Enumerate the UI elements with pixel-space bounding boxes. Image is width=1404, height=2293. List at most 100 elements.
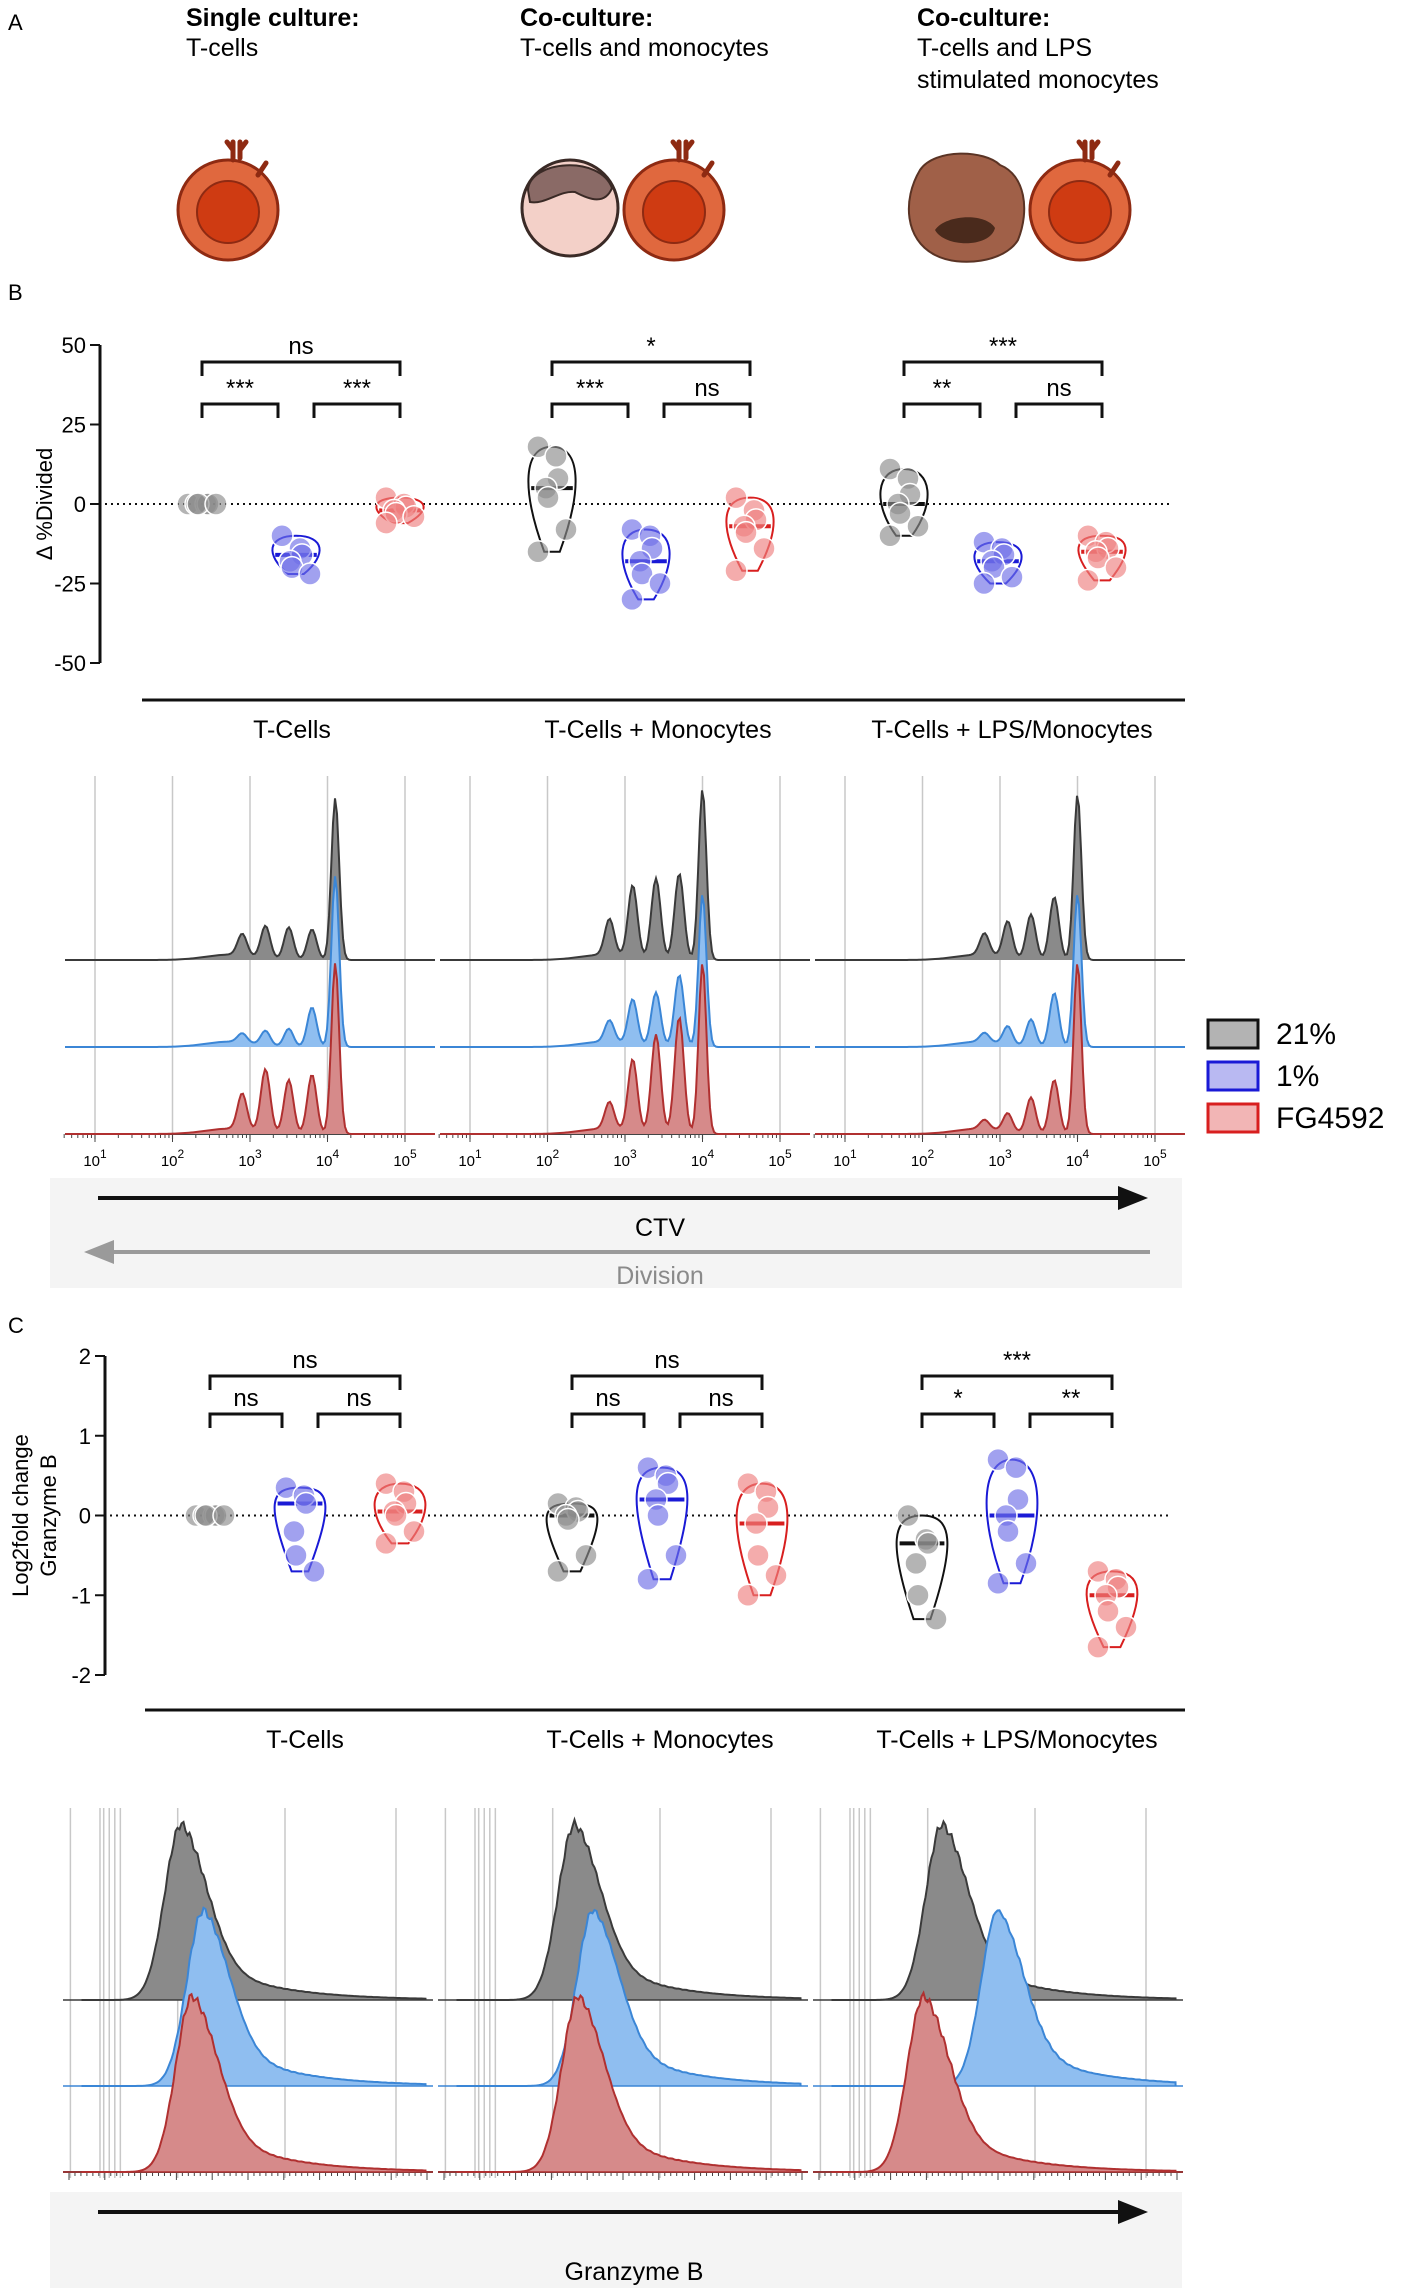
granzyme-axis-label: Granzyme B xyxy=(565,2258,704,2286)
data-point xyxy=(374,511,398,535)
data-point xyxy=(374,1531,398,1556)
schematic-title: Single culture: xyxy=(186,4,360,32)
histogram-outline xyxy=(815,795,1185,961)
data-point xyxy=(536,485,560,510)
histogram-outline xyxy=(65,963,435,1135)
tick-base: 10 xyxy=(1143,1153,1160,1170)
tick-exponent: 2 xyxy=(553,1147,560,1161)
t-cell-illustration xyxy=(1028,139,1132,262)
y-tick-label: -50 xyxy=(54,651,86,676)
x-group-label: T-Cells + LPS/Monocytes xyxy=(876,1726,1157,1754)
schematic-coculture-lps: Co-culture: T-cells and LPS stimulated m… xyxy=(917,4,1159,94)
ctv-axis-band: CTV Division xyxy=(50,1178,1182,1290)
data-point xyxy=(746,1543,770,1568)
histogram-outline xyxy=(831,1990,1177,2173)
data-point xyxy=(656,1471,680,1496)
data-point xyxy=(636,1567,660,1592)
significance-bracket xyxy=(208,1374,402,1390)
data-point xyxy=(1086,1635,1110,1659)
data-point xyxy=(1000,565,1024,589)
data-point xyxy=(986,1571,1010,1596)
x-tick-label: 102 xyxy=(536,1147,560,1170)
histogram-area xyxy=(81,1821,426,2000)
data-point xyxy=(270,524,294,548)
data-point xyxy=(212,1503,236,1528)
x-group-label: T-Cells + LPS/Monocytes xyxy=(871,716,1152,744)
schematic-single: Single culture: T-cells xyxy=(186,4,360,62)
significance-label: *** xyxy=(576,375,604,402)
histogram-outline xyxy=(440,790,810,961)
ctv-histograms: 101 102 103 104 105 101 102 103 104 105 101 102 103 1… xyxy=(63,776,1185,1170)
data-point xyxy=(744,1511,768,1536)
histogram-area xyxy=(831,1821,1176,2000)
data-point xyxy=(1006,1487,1030,1512)
significance-label: ** xyxy=(1062,1385,1081,1412)
x-tick-label: 104 xyxy=(691,1147,715,1170)
y-axis-label-line: Δ %Divided xyxy=(32,448,57,561)
legend-label: 1% xyxy=(1276,1060,1319,1093)
histogram-area xyxy=(831,1910,1176,2086)
schematic-subtitle: stimulated monocytes xyxy=(917,66,1159,94)
significance-label: ns xyxy=(288,333,313,360)
y-tick-label: -1 xyxy=(71,1583,91,1608)
y-tick-label: 50 xyxy=(62,333,86,358)
receptor-icon xyxy=(670,139,715,178)
tick-base: 10 xyxy=(691,1153,708,1170)
tick-base: 10 xyxy=(833,1153,850,1170)
tick-base: 10 xyxy=(768,1153,785,1170)
histogram-area xyxy=(456,1909,801,2086)
histogram-area xyxy=(456,1819,801,2000)
schematic-subtitle: T-cells and LPS xyxy=(917,34,1092,62)
receptor-icon xyxy=(224,139,269,178)
significance-label: ns xyxy=(233,1385,258,1412)
histogram-outline xyxy=(65,798,435,961)
tick-exponent: 3 xyxy=(630,1147,637,1161)
tick-exponent: 3 xyxy=(1005,1147,1012,1161)
tick-exponent: 2 xyxy=(928,1147,935,1161)
histogram-outline xyxy=(81,1820,427,2001)
data-point xyxy=(924,1607,948,1631)
tick-base: 10 xyxy=(238,1153,255,1170)
data-point xyxy=(648,571,672,596)
x-tick-label: 102 xyxy=(161,1147,185,1170)
data-point xyxy=(878,524,902,548)
data-point xyxy=(1114,1615,1138,1639)
monocyte-illustration xyxy=(520,158,620,258)
significance-label: *** xyxy=(989,333,1017,360)
data-point xyxy=(402,504,426,529)
tick-base: 10 xyxy=(458,1153,475,1170)
data-point xyxy=(736,1583,760,1607)
data-point xyxy=(1004,1455,1028,1480)
x-tick-label: 105 xyxy=(1143,1147,1167,1170)
x-tick-label: 104 xyxy=(1066,1147,1090,1170)
significance-label: * xyxy=(646,333,655,360)
histogram-area xyxy=(831,1992,1176,2172)
significance-bracket xyxy=(902,402,982,418)
x-group-label: T-Cells + Monocytes xyxy=(546,1726,773,1754)
data-point xyxy=(764,1563,788,1588)
significance-label: ns xyxy=(654,1347,679,1374)
data-point xyxy=(554,517,578,542)
data-point xyxy=(996,1519,1020,1544)
data-point xyxy=(756,1495,780,1520)
data-point xyxy=(282,1519,306,1544)
data-point xyxy=(384,1503,408,1528)
x-tick-label: 103 xyxy=(238,1147,262,1170)
histogram-outline xyxy=(65,876,435,1048)
y-axis-label-line: Log2fold change xyxy=(8,1434,33,1597)
data-point xyxy=(556,1507,580,1532)
significance-label: ns xyxy=(292,1347,317,1374)
significance-bracket xyxy=(662,402,752,418)
data-point xyxy=(294,1491,318,1516)
data-point xyxy=(204,492,228,516)
tick-base: 10 xyxy=(1066,1153,1083,1170)
tick-base: 10 xyxy=(161,1153,178,1170)
ctv-axis-label: CTV xyxy=(635,1214,685,1242)
tick-exponent: 5 xyxy=(785,1147,792,1161)
x-tick-label: 102 xyxy=(911,1147,935,1170)
y-axis-label-line: Granzyme B xyxy=(36,1454,61,1576)
x-tick-label: 105 xyxy=(393,1147,417,1170)
data-point xyxy=(630,562,654,586)
x-group-label: T-Cells + Monocytes xyxy=(544,716,771,744)
data-point xyxy=(916,1531,940,1556)
